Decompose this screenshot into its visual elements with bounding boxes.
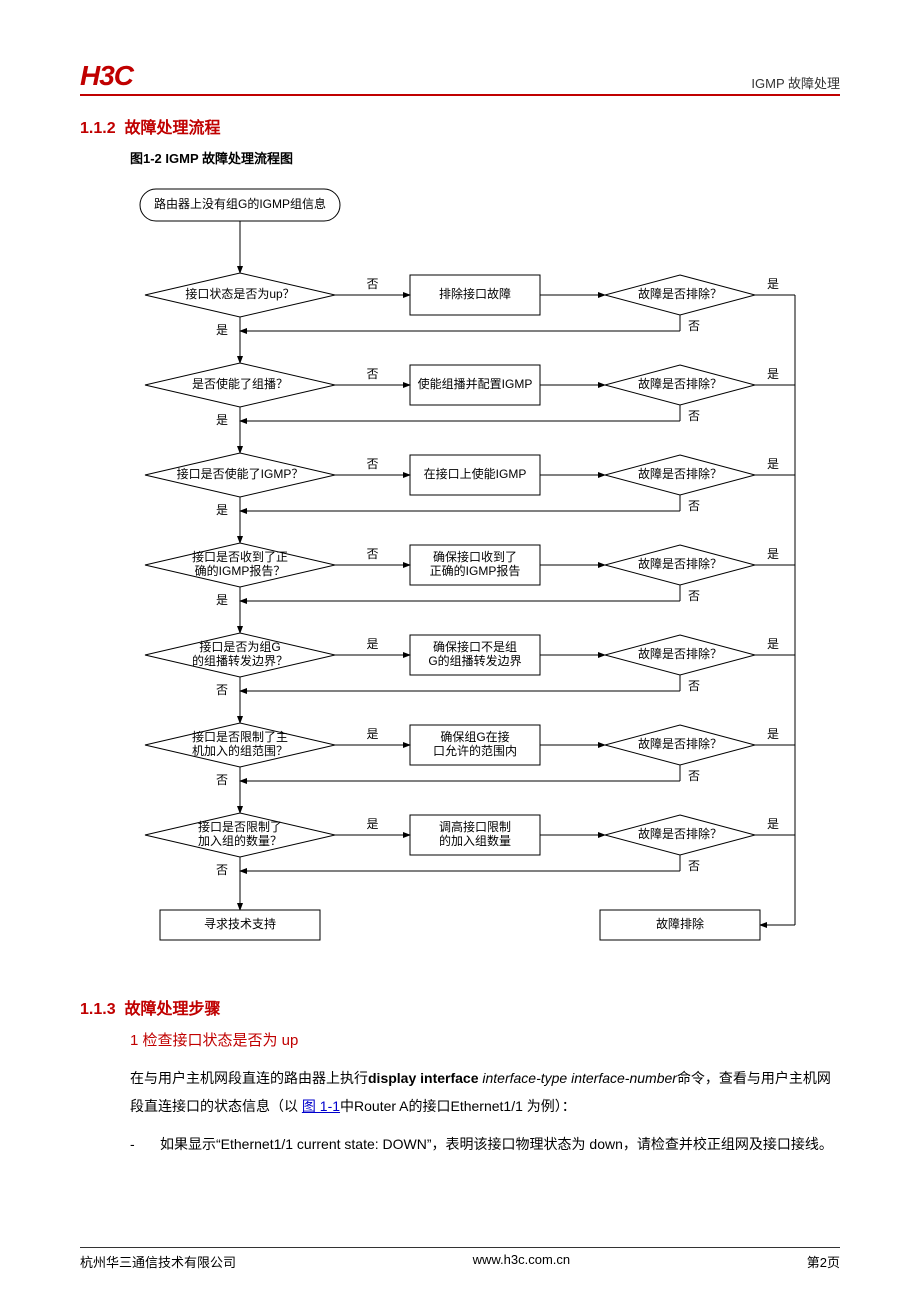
svg-text:调高接口限制: 调高接口限制 [439,819,511,834]
svg-text:故障排除: 故障排除 [656,916,704,931]
footer-center: www.h3c.com.cn [473,1252,571,1271]
svg-text:的加入组数量: 的加入组数量 [439,833,511,848]
svg-text:否: 否 [216,683,228,697]
section-112-heading: 1.1.2 故障处理流程 [80,114,840,138]
svg-text:正确的IGMP报告: 正确的IGMP报告 [430,563,521,578]
step-1-heading: 1 检查接口状态是否为 up [130,1029,840,1050]
svg-text:是: 是 [366,637,378,651]
p1a: 在与用户主机网段直连的路由器上执行 [130,1070,368,1086]
svg-text:接口是否为组G: 接口是否为组G [199,639,280,654]
link-fig-1-1[interactable]: 图 1-1 [302,1098,340,1114]
svg-text:故障是否排除？: 故障是否排除？ [638,646,722,661]
svg-text:确保接口收到了: 确保接口收到了 [433,549,517,564]
svg-text:否: 否 [366,457,378,471]
svg-text:是: 是 [767,367,779,381]
svg-text:故障是否排除？: 故障是否排除？ [638,556,722,571]
svg-text:接口是否使能了IGMP？: 接口是否使能了IGMP？ [177,466,304,481]
page-header: H3C IGMP 故障处理 [80,60,840,96]
svg-text:接口是否收到了正: 接口是否收到了正 [192,549,288,564]
svg-text:G的组播转发边界: G的组播转发边界 [428,653,521,668]
svg-text:接口状态是否为up？: 接口状态是否为up？ [185,286,294,301]
svg-text:是: 是 [366,727,378,741]
section-112-title: 故障处理流程 [124,120,220,137]
svg-text:是: 是 [216,323,228,337]
svg-text:故障是否排除？: 故障是否排除？ [638,466,722,481]
svg-text:排除接口故障: 排除接口故障 [439,286,511,301]
svg-text:否: 否 [688,859,700,873]
svg-text:是否使能了组播？: 是否使能了组播？ [192,376,288,391]
svg-text:故障是否排除？: 故障是否排除？ [638,736,722,751]
svg-text:接口是否限制了: 接口是否限制了 [198,819,282,834]
svg-text:是: 是 [767,457,779,471]
logo: H3C [80,60,133,92]
svg-text:否: 否 [688,589,700,603]
svg-text:是: 是 [767,727,779,741]
svg-text:确的IGMP报告？: 确的IGMP报告？ [195,563,286,578]
svg-text:否: 否 [688,409,700,423]
p1c: 中Router A的接口Ethernet1/1 为例）： [340,1098,576,1114]
svg-text:加入组的数量？: 加入组的数量？ [198,833,282,848]
svg-text:是: 是 [767,637,779,651]
svg-text:是: 是 [366,817,378,831]
svg-text:是: 是 [767,277,779,291]
svg-text:否: 否 [688,499,700,513]
svg-text:故障是否排除？: 故障是否排除？ [638,286,722,301]
svg-text:口允许的范围内: 口允许的范围内 [433,743,517,758]
svg-text:否: 否 [366,277,378,291]
svg-text:路由器上没有组G的IGMP组信息: 路由器上没有组G的IGMP组信息 [154,196,326,211]
cmd-display-interface: display interface [368,1070,479,1086]
svg-text:确保接口不是组: 确保接口不是组 [433,639,517,654]
svg-text:是: 是 [216,593,228,607]
svg-text:接口是否限制了主: 接口是否限制了主 [192,729,288,744]
svg-text:否: 否 [216,773,228,787]
flowchart: 路由器上没有组G的IGMP组信息接口状态是否为up？排除接口故障故障是否排除？否… [130,175,810,965]
svg-text:寻求技术支持: 寻求技术支持 [204,916,276,931]
cmd-param: interface-type interface-number [479,1070,677,1086]
section-113-title: 故障处理步骤 [124,1001,220,1018]
svg-text:否: 否 [366,367,378,381]
page-footer: 杭州华三通信技术有限公司 www.h3c.com.cn 第2页 [80,1247,840,1271]
svg-text:故障是否排除？: 故障是否排除？ [638,376,722,391]
svg-text:否: 否 [216,863,228,877]
svg-text:是: 是 [216,503,228,517]
section-112-number: 1.1.2 [80,120,116,137]
figure-caption: 图1-2 IGMP 故障处理流程图 [130,148,840,167]
header-right-text: IGMP 故障处理 [751,73,840,92]
svg-text:否: 否 [688,679,700,693]
svg-text:是: 是 [767,547,779,561]
svg-text:故障是否排除？: 故障是否排除？ [638,826,722,841]
svg-text:机加入的组范围？: 机加入的组范围？ [192,743,288,758]
bullet-item: - 如果显示“Ethernet1/1 current state: DOWN”，… [130,1130,840,1158]
section-113-heading: 1.1.3 故障处理步骤 [80,995,840,1019]
bullet-text: 如果显示“Ethernet1/1 current state: DOWN”，表明… [160,1130,840,1158]
svg-text:否: 否 [688,319,700,333]
bullet-marker: - [130,1130,160,1158]
footer-left: 杭州华三通信技术有限公司 [80,1252,236,1271]
svg-text:否: 否 [688,769,700,783]
svg-text:是: 是 [767,817,779,831]
svg-text:的组播转发边界？: 的组播转发边界？ [192,653,288,668]
svg-text:否: 否 [366,547,378,561]
svg-text:使能组播并配置IGMP: 使能组播并配置IGMP [418,376,533,391]
section-113-number: 1.1.3 [80,1001,116,1018]
svg-text:在接口上使能IGMP: 在接口上使能IGMP [424,466,527,481]
footer-right: 第2页 [807,1252,840,1271]
svg-text:是: 是 [216,413,228,427]
step-1-paragraph: 在与用户主机网段直连的路由器上执行display interface inter… [130,1064,840,1120]
svg-text:确保组G在接: 确保组G在接 [440,729,509,744]
